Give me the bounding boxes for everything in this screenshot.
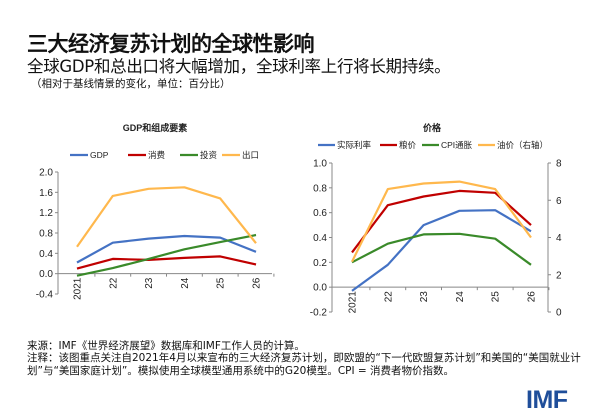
legend-label: 油价（右轴） xyxy=(497,140,548,150)
chart-title: 价格 xyxy=(423,122,442,133)
x-tick-label: 22 xyxy=(108,277,119,289)
y2-tick-label: 0 xyxy=(556,308,562,319)
y-tick-label: 1.6 xyxy=(39,188,53,199)
series-line-4 xyxy=(351,180,532,263)
legend-label: CPI通胀 xyxy=(441,140,473,150)
y2-tick-label: 8 xyxy=(556,159,562,170)
y-tick-label: 1.0 xyxy=(313,159,327,170)
y-tick-label: 0.0 xyxy=(39,269,53,280)
y-tick-label: -0.2 xyxy=(310,308,328,319)
y-tick-label: 0.4 xyxy=(39,249,53,260)
y2-tick-label: 2 xyxy=(556,270,562,281)
y-tick-label: 0.8 xyxy=(313,183,327,194)
y-tick-label: 0.0 xyxy=(313,283,327,294)
x-tick-label: 24 xyxy=(180,277,191,289)
page-subtitle: 全球GDP和总出口将大幅增加，全球利率上行将长期持续。 xyxy=(27,57,451,76)
legend-label: 投资 xyxy=(200,150,218,160)
imf-logo: IMF xyxy=(526,386,568,414)
x-tick-label: 26 xyxy=(252,277,263,289)
x-tick-label: 25 xyxy=(216,277,227,289)
source-note: 来源：IMF《世界经济展望》数据库和IMF工作人员的计算。 xyxy=(27,340,305,352)
y-tick-label: 0.2 xyxy=(313,258,327,269)
y2-tick-label: 6 xyxy=(556,196,562,207)
y2-tick-label: 4 xyxy=(556,233,562,244)
x-tick-label: 22 xyxy=(383,291,394,303)
footnote: 注释：该图重点关注自2021年4月以来宣布的三大经济复苏计划，即欧盟的“下一代欧… xyxy=(27,352,581,377)
series-line-2 xyxy=(76,255,257,270)
x-tick-label: 26 xyxy=(527,291,538,303)
y-tick-label: 0.8 xyxy=(39,229,53,240)
legend-label: 消费 xyxy=(148,150,166,160)
legend-label: 实际利率 xyxy=(337,140,372,150)
x-tick-label: 23 xyxy=(419,291,430,303)
y-tick-label: -0.4 xyxy=(36,290,54,301)
series-line-4 xyxy=(76,186,257,248)
series-line-3 xyxy=(351,232,532,266)
footer: 来源：IMF《世界经济展望》数据库和IMF工作人员的计算。 注释：该图重点关注自… xyxy=(27,340,587,377)
y-tick-label: 0.6 xyxy=(313,208,327,219)
x-tick-label: 25 xyxy=(491,291,502,303)
x-tick-label: 23 xyxy=(144,277,155,289)
legend-label: GDP xyxy=(90,150,109,160)
x-tick-label: 2021 xyxy=(348,291,359,314)
y-tick-label: 2.0 xyxy=(39,168,53,179)
page-title: 三大经济复苏计划的全球性影响 xyxy=(27,32,315,56)
y-tick-label: 1.2 xyxy=(39,208,53,219)
units-note: （相对于基线情景的变化，单位：百分比） xyxy=(31,78,231,90)
series-line-1 xyxy=(351,209,532,292)
x-tick-label: 2021 xyxy=(73,277,84,300)
y-tick-label: 0.4 xyxy=(313,233,327,244)
legend-label: 出口 xyxy=(242,150,259,160)
series-line-3 xyxy=(76,233,257,277)
legend-label: 粮价 xyxy=(399,140,417,150)
chart-title: GDP和组成要素 xyxy=(123,122,188,133)
x-tick-label: 24 xyxy=(455,291,466,303)
